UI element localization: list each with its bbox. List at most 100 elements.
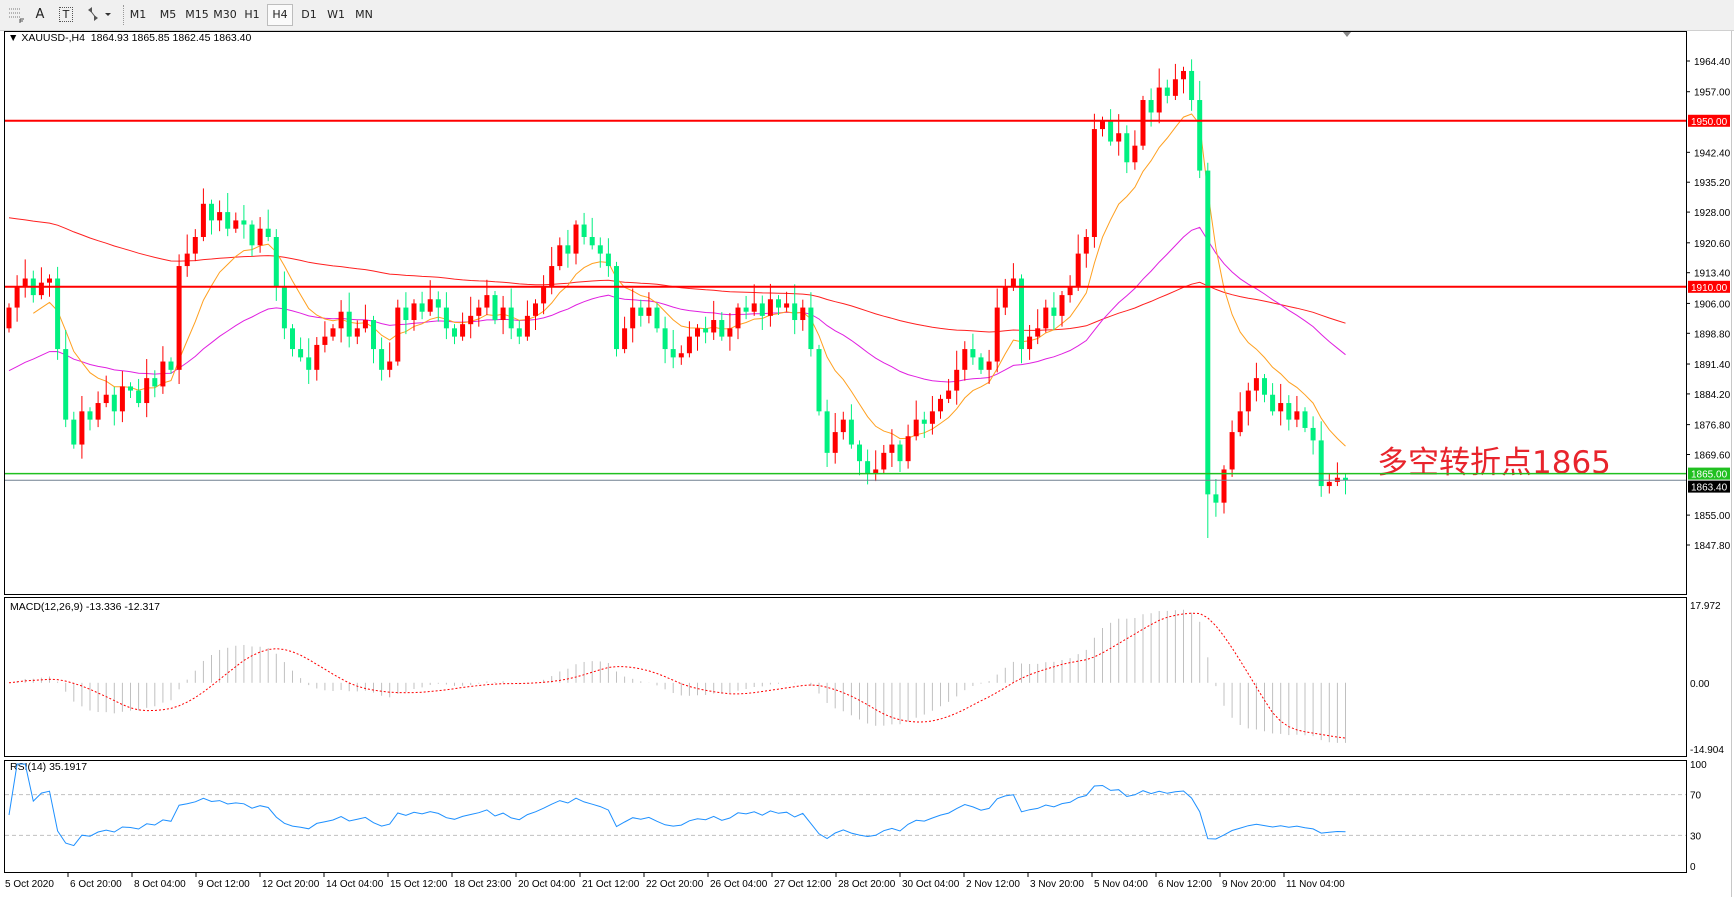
candle-body — [257, 228, 263, 246]
timeframe-m30-button[interactable]: M30 — [213, 8, 237, 21]
candle — [492, 290, 498, 325]
candle — [1067, 275, 1073, 303]
candle-body — [1270, 394, 1276, 412]
toolbar: A T M1 M5 M15 M30 H1 H4 D1 W1 MN — [0, 0, 1734, 31]
candle — [476, 299, 482, 327]
candle — [460, 312, 466, 341]
candle-body — [994, 307, 1000, 362]
candle-body — [152, 378, 158, 387]
timeframe-h4-button[interactable]: H4 — [267, 4, 293, 26]
candle-body — [233, 220, 239, 229]
price-label-bg — [1688, 467, 1730, 480]
price-tick-label: 1920.60 — [1694, 239, 1731, 250]
candle-body — [1132, 145, 1138, 163]
time-tick-label: 27 Oct 12:00 — [774, 879, 832, 890]
candle — [962, 341, 968, 381]
timeframe-m5-button[interactable]: M5 — [159, 8, 177, 21]
candle — [1181, 66, 1186, 94]
timeframe-mn-button[interactable]: MN — [355, 8, 373, 21]
candle-body — [573, 224, 579, 254]
candle-body — [1221, 469, 1227, 503]
candle — [265, 209, 271, 242]
candle — [727, 312, 733, 351]
candle — [1302, 407, 1308, 433]
rsi-tick-label: 30 — [1690, 831, 1702, 842]
time-tick-label: 18 Oct 23:00 — [454, 879, 512, 890]
macd-tick-label: 0.00 — [1690, 679, 1710, 690]
candle — [581, 212, 587, 245]
candle — [427, 280, 433, 316]
candle-body — [1059, 295, 1065, 316]
price-tick-label: 1869.60 — [1694, 451, 1731, 462]
text-icon[interactable]: A — [35, 7, 45, 22]
candle — [857, 440, 862, 476]
candle-body — [1343, 477, 1348, 481]
candle — [1124, 125, 1130, 174]
candle-body — [427, 299, 433, 312]
candle — [1294, 395, 1300, 428]
candle-body — [978, 357, 984, 370]
candle-body — [1083, 237, 1089, 254]
candle — [184, 234, 190, 277]
candle-body — [622, 328, 628, 350]
timeframe-d1-button[interactable]: D1 — [301, 8, 317, 21]
price-tick-label: 1906.00 — [1694, 299, 1731, 310]
candle — [703, 316, 709, 344]
candle-body — [71, 419, 77, 445]
candle-body — [87, 411, 93, 420]
candle — [1100, 116, 1105, 137]
candle-body — [735, 307, 741, 329]
candle-body — [1043, 307, 1049, 329]
time-tick-label: 5 Oct 2020 — [5, 879, 54, 890]
timeframe-h1-button[interactable]: H1 — [244, 8, 260, 21]
candle — [1278, 383, 1284, 426]
candle — [646, 292, 652, 324]
candle — [160, 346, 166, 394]
candle-body — [346, 311, 352, 337]
candle — [840, 411, 846, 440]
candle — [605, 238, 611, 277]
candle — [541, 275, 547, 315]
chart-shift-marker-icon — [1343, 32, 1351, 37]
timeframe-w1-button[interactable]: W1 — [327, 8, 345, 21]
text-label-icon[interactable]: T — [54, 4, 78, 26]
chart-canvas[interactable]: 1964.40 1957.00 1942.40 1935.20 1928.00 1920.… — [0, 31, 1734, 898]
arrows-icon[interactable] — [82, 4, 116, 26]
timeframe-m1-button[interactable]: M1 — [129, 8, 147, 21]
candle-body — [897, 444, 903, 462]
candle-body — [946, 390, 952, 399]
candle — [1083, 229, 1089, 268]
candle — [379, 337, 385, 381]
candle-body — [1108, 120, 1114, 142]
candle — [443, 292, 449, 340]
candle — [743, 295, 749, 320]
candle-body — [1019, 278, 1024, 350]
candle-body — [192, 237, 198, 254]
candle-body — [281, 286, 287, 329]
ma-mid-line — [8, 226, 1346, 383]
candle-body — [492, 295, 498, 321]
candle-body — [662, 328, 668, 350]
candle — [14, 275, 20, 322]
candle-body — [581, 224, 587, 237]
collapse-triangle-icon[interactable]: ▼ — [8, 32, 19, 44]
period-separator-icon[interactable] — [4, 4, 28, 26]
candle-body — [265, 228, 271, 237]
candle — [865, 449, 871, 485]
timeframe-m15-button[interactable]: M15 — [185, 8, 209, 21]
candle — [654, 303, 660, 333]
candle — [330, 324, 336, 341]
price-tick-label: 1913.40 — [1694, 269, 1731, 280]
candle — [881, 444, 887, 474]
candle — [573, 220, 579, 265]
candle-body — [476, 307, 482, 316]
candle-body — [403, 307, 409, 321]
time-tick-label: 12 Oct 20:00 — [262, 879, 320, 890]
candle — [622, 316, 628, 354]
candle — [346, 292, 352, 348]
candle — [1019, 274, 1024, 364]
candle-body — [784, 303, 790, 308]
candle-body — [136, 390, 142, 404]
candle — [776, 295, 781, 316]
candle-body — [792, 303, 798, 321]
